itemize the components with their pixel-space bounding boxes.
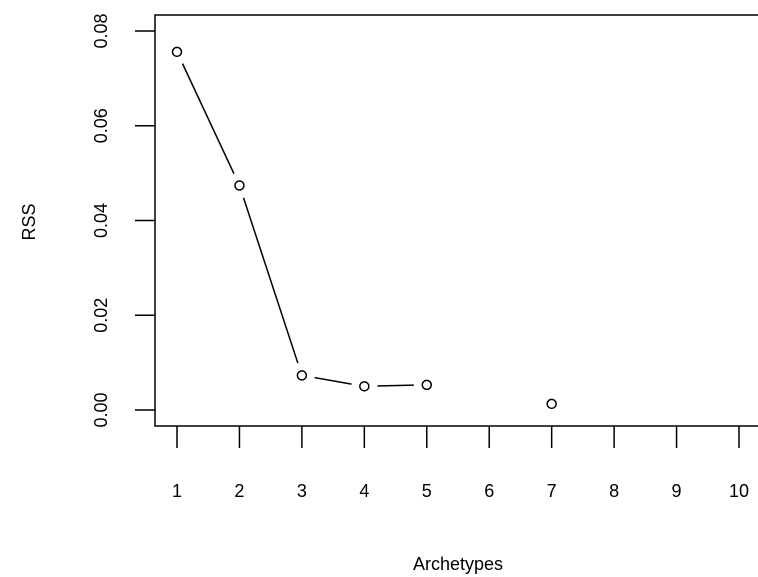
y-axis-title: RSS (19, 203, 39, 240)
y-tick-label: 0.06 (91, 108, 111, 143)
data-point (421, 379, 433, 391)
x-tick-label: 4 (359, 481, 369, 501)
y-tick-label: 0.02 (91, 298, 111, 333)
axes: 1 2 3 4 5 6 7 8 9 10 0.00 0.02 0.04 0.06 0.08 (91, 13, 758, 501)
data-point (546, 398, 557, 410)
series-lines (181, 63, 414, 387)
x-tick-label: 6 (484, 481, 494, 501)
y-tick-label: 0.08 (91, 13, 111, 48)
x-tick-label: 5 (422, 481, 432, 501)
x-tick-label: 1 (172, 481, 182, 501)
x-tick-label: 2 (234, 481, 244, 501)
data-point (296, 370, 308, 381)
series-segment (377, 384, 414, 387)
data-point (171, 46, 183, 58)
x-tick-label: 7 (547, 481, 557, 501)
series-segment (314, 376, 352, 385)
series-points (171, 46, 557, 410)
y-tick-label: 0.00 (91, 392, 111, 427)
series-segment (181, 63, 235, 174)
data-point (234, 180, 245, 191)
x-tick-label: 8 (609, 481, 619, 501)
x-axis-title: Archetypes (413, 554, 503, 574)
data-point (359, 381, 370, 392)
x-tick-label: 9 (672, 481, 682, 501)
x-tick-label: 3 (297, 481, 307, 501)
series-segment (242, 197, 299, 364)
x-tick-label: 10 (729, 481, 749, 501)
y-tick-label: 0.04 (91, 203, 111, 238)
plot-frame (154, 14, 758, 427)
